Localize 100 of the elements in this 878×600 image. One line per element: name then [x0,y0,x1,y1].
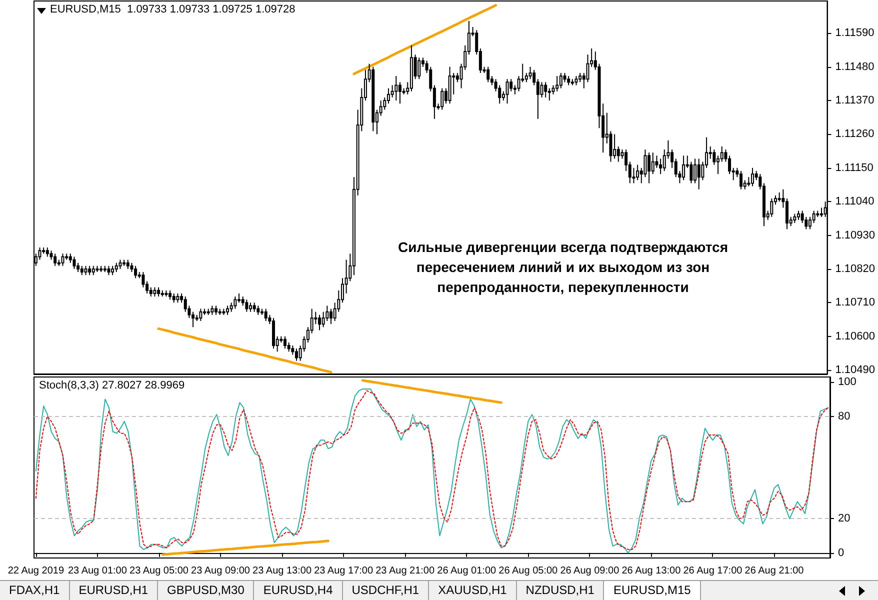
candlestick [88,265,92,276]
y-tick-label: 1.11480 [835,60,874,73]
candlestick [176,292,180,304]
y-tick-label: 1.11150 [835,162,874,174]
candlestick [697,158,700,190]
y-tick-label: 1.11370 [835,94,874,107]
candlestick [234,296,237,310]
candlestick [291,345,294,356]
candlestick [747,176,750,187]
x-tick-label: 23 Aug 01:00 [68,566,128,576]
x-tick-label: 23 Aug 21:00 [376,566,435,576]
y-tick-label: 1.10710 [835,296,876,309]
x-tick-label: 26 Aug 17:00 [683,566,743,576]
candlestick [226,305,230,316]
candlestick [245,299,248,312]
x-tick-label: 26 Aug 01:00 [437,566,497,576]
x-tick-label: 23 Aug 05:00 [130,566,189,576]
candlestick [76,262,80,273]
candlestick [636,164,640,181]
candlestick [249,302,252,312]
x-tick-label: 22 Aug 2019 [8,566,64,576]
candlestick [712,149,716,166]
y-tick-label: 20 [838,512,850,525]
x-tick-label: 23 Aug 09:00 [191,566,250,576]
text: XAUUSD,H1 [429,581,517,600]
candlestick [149,286,152,298]
candlestick [214,305,218,316]
candlestick [651,152,654,175]
candlestick [778,192,781,202]
chart-title: EURUSD,M15 1.09733 1.09733 1.09725 1.09728 [50,4,296,16]
line-series [162,540,330,556]
text: EURUSD,H4 [254,581,343,600]
candlestick [84,265,88,276]
candlestick [92,265,95,276]
y-tick-label: 1.10490 [835,364,876,376]
chart-title: Stoch(8,3,3) 27.8027 28.9969 [39,380,185,392]
candlestick [812,210,816,224]
candlestick [199,308,202,322]
candlestick [574,76,578,86]
y-tick-label: 0 [838,546,844,559]
text: GBPUSD,M30 [158,581,254,600]
candlestick [613,134,616,160]
candlestick [528,66,532,80]
candlestick [210,305,214,316]
candlestick [544,82,548,98]
candlestick [111,265,114,276]
candlestick [694,158,697,184]
candlestick [172,292,176,304]
candlestick [142,272,145,288]
y-tick-label: 1.10600 [835,330,876,342]
y-tick-label: 1.10930 [835,229,876,242]
candlestick [440,88,444,110]
candlestick [46,247,49,258]
text: EURUSD,H1 [70,581,158,600]
candlestick [80,265,84,276]
candlestick [61,253,64,266]
y-tick-label: 1.11260 [835,128,874,140]
candlestick [786,198,788,230]
x-tick-label: 26 Aug 05:00 [498,566,558,576]
candlestick [294,348,298,362]
line-series [362,379,502,404]
candlestick [486,66,490,83]
candlestick [238,292,241,304]
candlestick [648,152,651,184]
candlestick [556,76,559,92]
candlestick [682,155,686,181]
line-series [157,327,332,374]
candlestick [329,308,332,325]
candlestick [655,155,658,168]
candlestick [418,57,421,80]
candlestick [524,72,528,83]
x-tick-label: 26 Aug 21:00 [744,566,804,576]
candlestick [659,158,662,175]
candlestick [506,78,509,104]
candlestick [540,82,544,98]
candlestick [287,342,290,352]
candlestick [820,207,823,218]
candlestick [252,302,256,312]
candlestick [796,210,800,220]
candlestick [559,72,562,89]
x-tick-label: 26 Aug 09:00 [560,566,620,576]
candlestick [394,76,398,102]
candlestick [118,259,122,270]
candlestick [50,250,53,260]
text: NZDUSD,H1 [516,581,604,600]
text: FDAX,H1 [0,581,70,600]
candlestick [284,336,286,350]
candlestick [153,286,156,298]
x-tick-label: 26 Aug 13:00 [622,566,682,576]
candlestick [256,305,260,316]
candlestick [548,88,551,102]
candlestick [157,286,160,298]
text: EURUSD,M15 [604,581,701,600]
candlestick [130,262,134,273]
candlestick [114,262,118,273]
y-tick-label: 1.11590 [835,27,874,40]
candlestick [54,253,57,266]
candlestick [808,216,812,230]
candlestick [716,155,720,175]
y-tick-label: 1.11040 [835,196,874,208]
